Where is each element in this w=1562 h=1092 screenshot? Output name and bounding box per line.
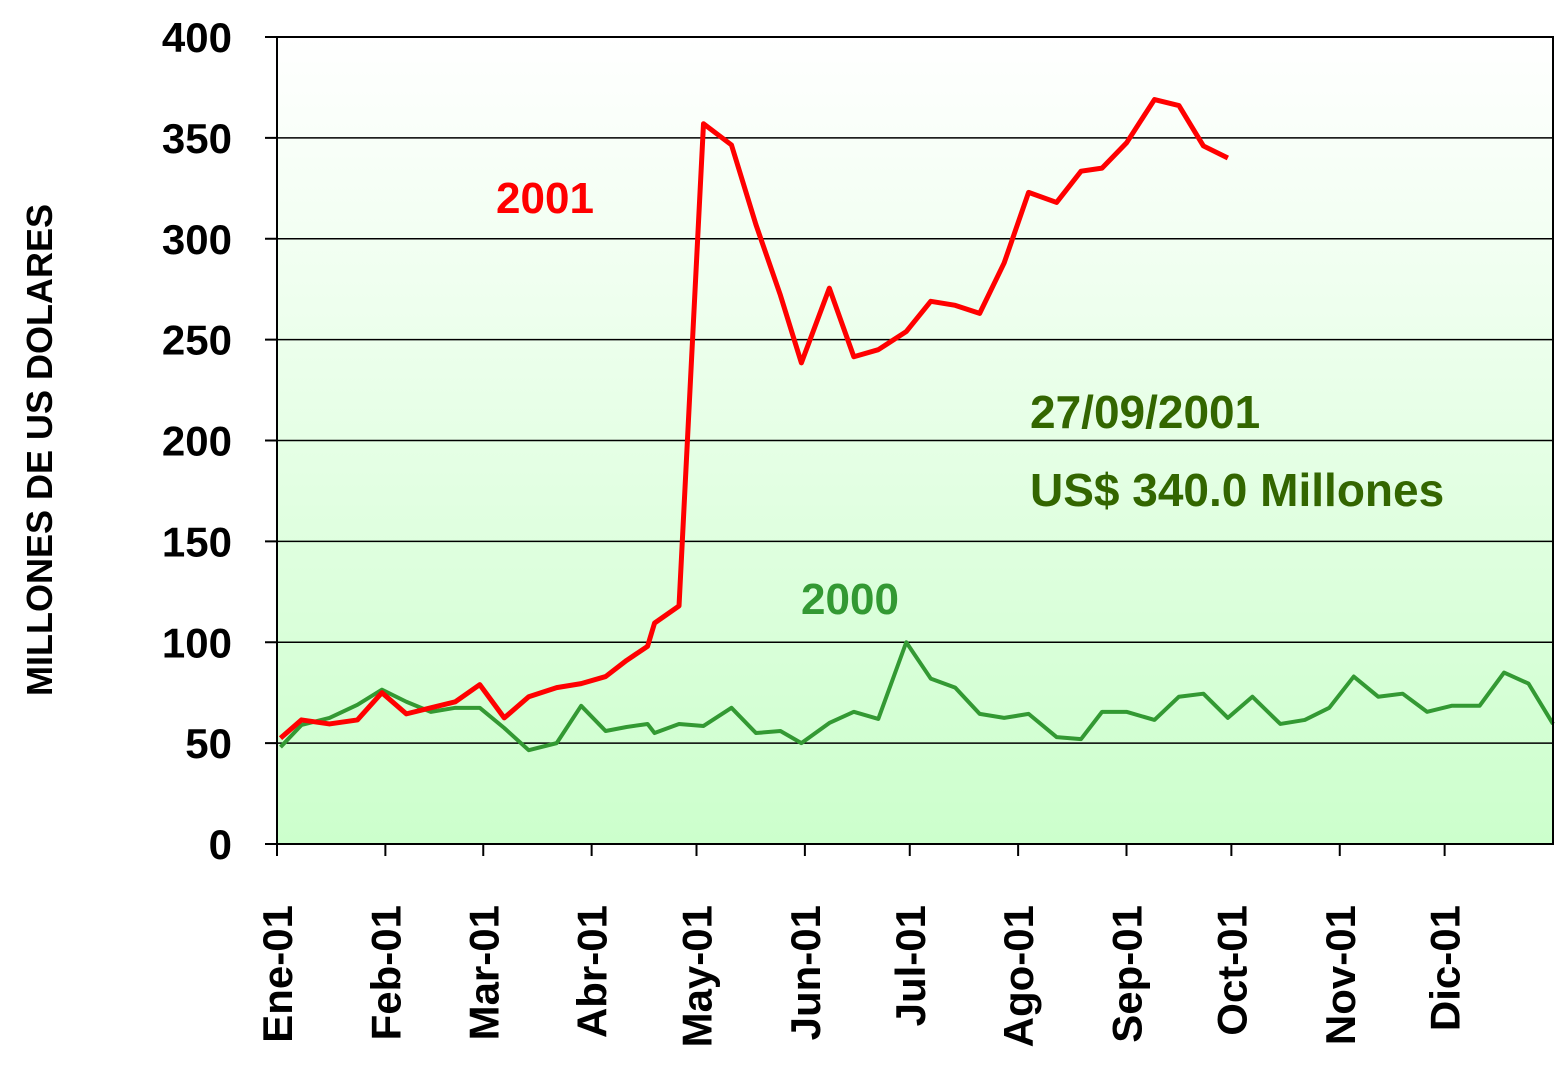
y-tick-label: 50 [185, 720, 232, 767]
series-label: 2001 [496, 174, 594, 223]
y-tick-label: 250 [162, 317, 232, 364]
series-label: 2000 [801, 575, 899, 624]
y-tick-label: 400 [162, 14, 232, 61]
y-tick-label: 300 [162, 216, 232, 263]
x-tick-label: Dic-01 [1422, 905, 1469, 1031]
x-tick-label: Ene-01 [254, 905, 301, 1043]
y-tick-label: 350 [162, 115, 232, 162]
x-tick-label: Abr-01 [569, 905, 616, 1038]
series-line [278, 97, 1229, 740]
x-tick-label: Ago-01 [995, 905, 1042, 1047]
y-axis-label: MILLONES DE US DOLARES [19, 204, 60, 696]
x-tick-label: Mar-01 [460, 905, 507, 1040]
annotation: US$ 340.0 Millones [1030, 464, 1444, 516]
plot-border [276, 36, 1554, 845]
series-line [279, 640, 1555, 753]
x-tick-label: Sep-01 [1104, 905, 1151, 1043]
y-tick-label: 150 [162, 518, 232, 565]
x-tick-label: Oct-01 [1208, 905, 1255, 1036]
x-tick-label: Jun-01 [782, 905, 829, 1040]
x-tick-label: May-01 [674, 905, 721, 1047]
x-tick-label: Jul-01 [887, 905, 934, 1026]
y-tick-label: 0 [209, 821, 232, 868]
x-tick-label: Feb-01 [362, 905, 409, 1040]
x-tick-label: Nov-01 [1317, 905, 1364, 1045]
annotation: 27/09/2001 [1030, 386, 1260, 438]
y-tick-label: 100 [162, 619, 232, 666]
y-tick-label: 200 [162, 418, 232, 465]
